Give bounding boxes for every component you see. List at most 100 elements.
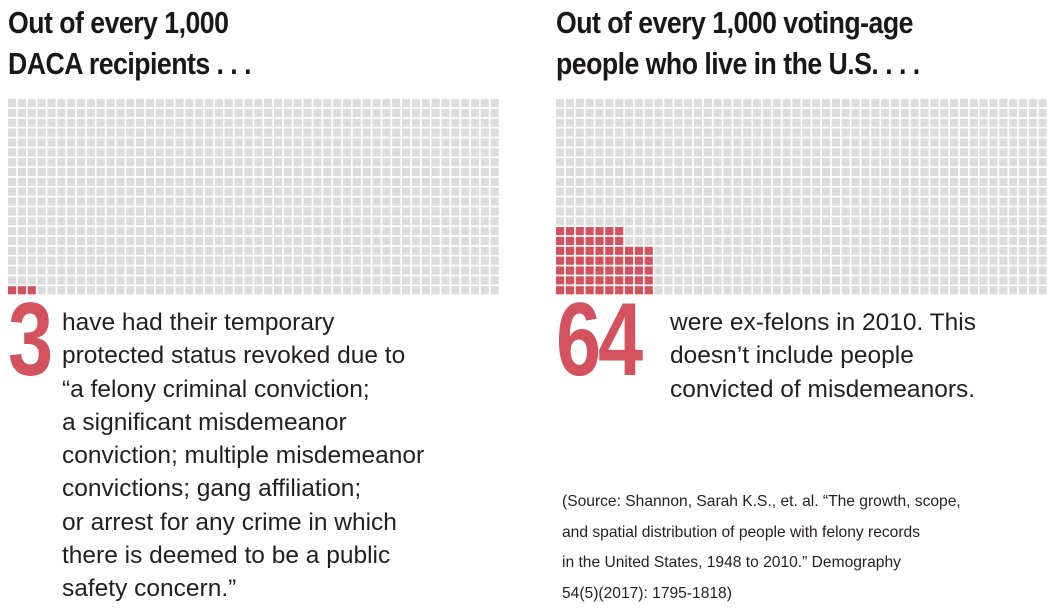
voting-age-empty-square xyxy=(1019,237,1027,245)
daca-empty-square xyxy=(166,119,174,127)
daca-empty-square xyxy=(284,168,292,176)
daca-empty-square xyxy=(136,158,144,166)
daca-empty-square xyxy=(166,217,174,225)
voting-age-empty-square xyxy=(881,266,889,274)
voting-age-empty-square xyxy=(832,148,840,156)
voting-age-empty-square xyxy=(842,119,850,127)
voting-age-empty-square xyxy=(674,198,682,206)
daca-empty-square xyxy=(166,247,174,255)
daca-empty-square xyxy=(451,99,459,107)
daca-empty-square xyxy=(57,237,65,245)
voting-age-empty-square xyxy=(842,266,850,274)
daca-empty-square xyxy=(382,227,390,235)
source-line: (Source: Shannon, Sarah K.S., et. al. “T… xyxy=(562,487,961,518)
daca-empty-square xyxy=(451,237,459,245)
voting-age-empty-square xyxy=(743,266,751,274)
voting-age-empty-square xyxy=(920,247,928,255)
daca-empty-square xyxy=(323,109,331,117)
voting-age-empty-square xyxy=(783,227,791,235)
daca-empty-square xyxy=(126,237,134,245)
voting-age-empty-square xyxy=(911,188,919,196)
voting-age-empty-square xyxy=(783,188,791,196)
voting-age-empty-square xyxy=(1019,158,1027,166)
voting-age-empty-square xyxy=(911,217,919,225)
daca-empty-square xyxy=(18,129,26,137)
voting-age-empty-square xyxy=(911,286,919,294)
voting-age-empty-square xyxy=(1009,237,1017,245)
voting-age-highlighted-square xyxy=(586,237,594,245)
voting-age-empty-square xyxy=(852,148,860,156)
voting-age-empty-square xyxy=(1019,227,1027,235)
daca-empty-square xyxy=(28,158,36,166)
voting-age-empty-square xyxy=(664,198,672,206)
daca-empty-square xyxy=(422,158,430,166)
daca-empty-square xyxy=(304,217,312,225)
daca-empty-square xyxy=(353,257,361,265)
daca-empty-square xyxy=(412,247,420,255)
daca-empty-square xyxy=(284,227,292,235)
daca-empty-square xyxy=(274,227,282,235)
daca-empty-square xyxy=(333,266,341,274)
voting-age-empty-square xyxy=(723,99,731,107)
daca-empty-square xyxy=(382,148,390,156)
daca-empty-square xyxy=(412,109,420,117)
daca-empty-square xyxy=(28,257,36,265)
daca-empty-square xyxy=(77,188,85,196)
voting-age-empty-square xyxy=(822,109,830,117)
daca-empty-square xyxy=(195,247,203,255)
voting-age-empty-square xyxy=(1029,109,1037,117)
voting-age-empty-square xyxy=(911,227,919,235)
voting-age-empty-square xyxy=(684,247,692,255)
voting-age-empty-square xyxy=(684,148,692,156)
daca-empty-square xyxy=(304,99,312,107)
daca-empty-square xyxy=(402,168,410,176)
daca-empty-square xyxy=(392,148,400,156)
daca-empty-square xyxy=(97,119,105,127)
daca-empty-square xyxy=(18,257,26,265)
voting-age-empty-square xyxy=(852,109,860,117)
voting-age-empty-square xyxy=(753,276,761,284)
voting-age-empty-square xyxy=(812,148,820,156)
voting-age-empty-square xyxy=(605,168,613,176)
voting-age-empty-square xyxy=(891,217,899,225)
daca-empty-square xyxy=(372,247,380,255)
voting-age-empty-square xyxy=(822,188,830,196)
daca-empty-square xyxy=(461,188,469,196)
daca-empty-square xyxy=(166,257,174,265)
daca-empty-square xyxy=(254,286,262,294)
daca-empty-square xyxy=(264,237,272,245)
daca-empty-square xyxy=(185,129,193,137)
daca-empty-square xyxy=(304,158,312,166)
daca-empty-square xyxy=(491,276,499,284)
daca-empty-square xyxy=(185,266,193,274)
daca-empty-square xyxy=(422,99,430,107)
voting-age-empty-square xyxy=(822,168,830,176)
voting-age-empty-square xyxy=(960,138,968,146)
voting-age-empty-square xyxy=(901,129,909,137)
voting-age-empty-square xyxy=(586,158,594,166)
daca-empty-square xyxy=(323,119,331,127)
voting-age-empty-square xyxy=(645,227,653,235)
voting-age-empty-square xyxy=(763,109,771,117)
daca-empty-square xyxy=(274,178,282,186)
daca-empty-square xyxy=(323,247,331,255)
voting-age-empty-square xyxy=(930,217,938,225)
daca-empty-square xyxy=(126,247,134,255)
voting-age-empty-square xyxy=(1039,188,1047,196)
daca-empty-square xyxy=(363,286,371,294)
voting-age-empty-square xyxy=(891,178,899,186)
voting-age-empty-square xyxy=(783,266,791,274)
daca-empty-square xyxy=(274,99,282,107)
voting-age-empty-square xyxy=(714,286,722,294)
voting-age-empty-square xyxy=(674,148,682,156)
voting-age-empty-square xyxy=(832,247,840,255)
voting-age-empty-square xyxy=(714,168,722,176)
daca-empty-square xyxy=(313,168,321,176)
voting-age-empty-square xyxy=(852,198,860,206)
voting-age-empty-square xyxy=(674,178,682,186)
daca-empty-square xyxy=(67,266,75,274)
daca-empty-square xyxy=(67,198,75,206)
voting-age-empty-square xyxy=(773,119,781,127)
daca-empty-square xyxy=(313,188,321,196)
voting-age-empty-square xyxy=(970,266,978,274)
